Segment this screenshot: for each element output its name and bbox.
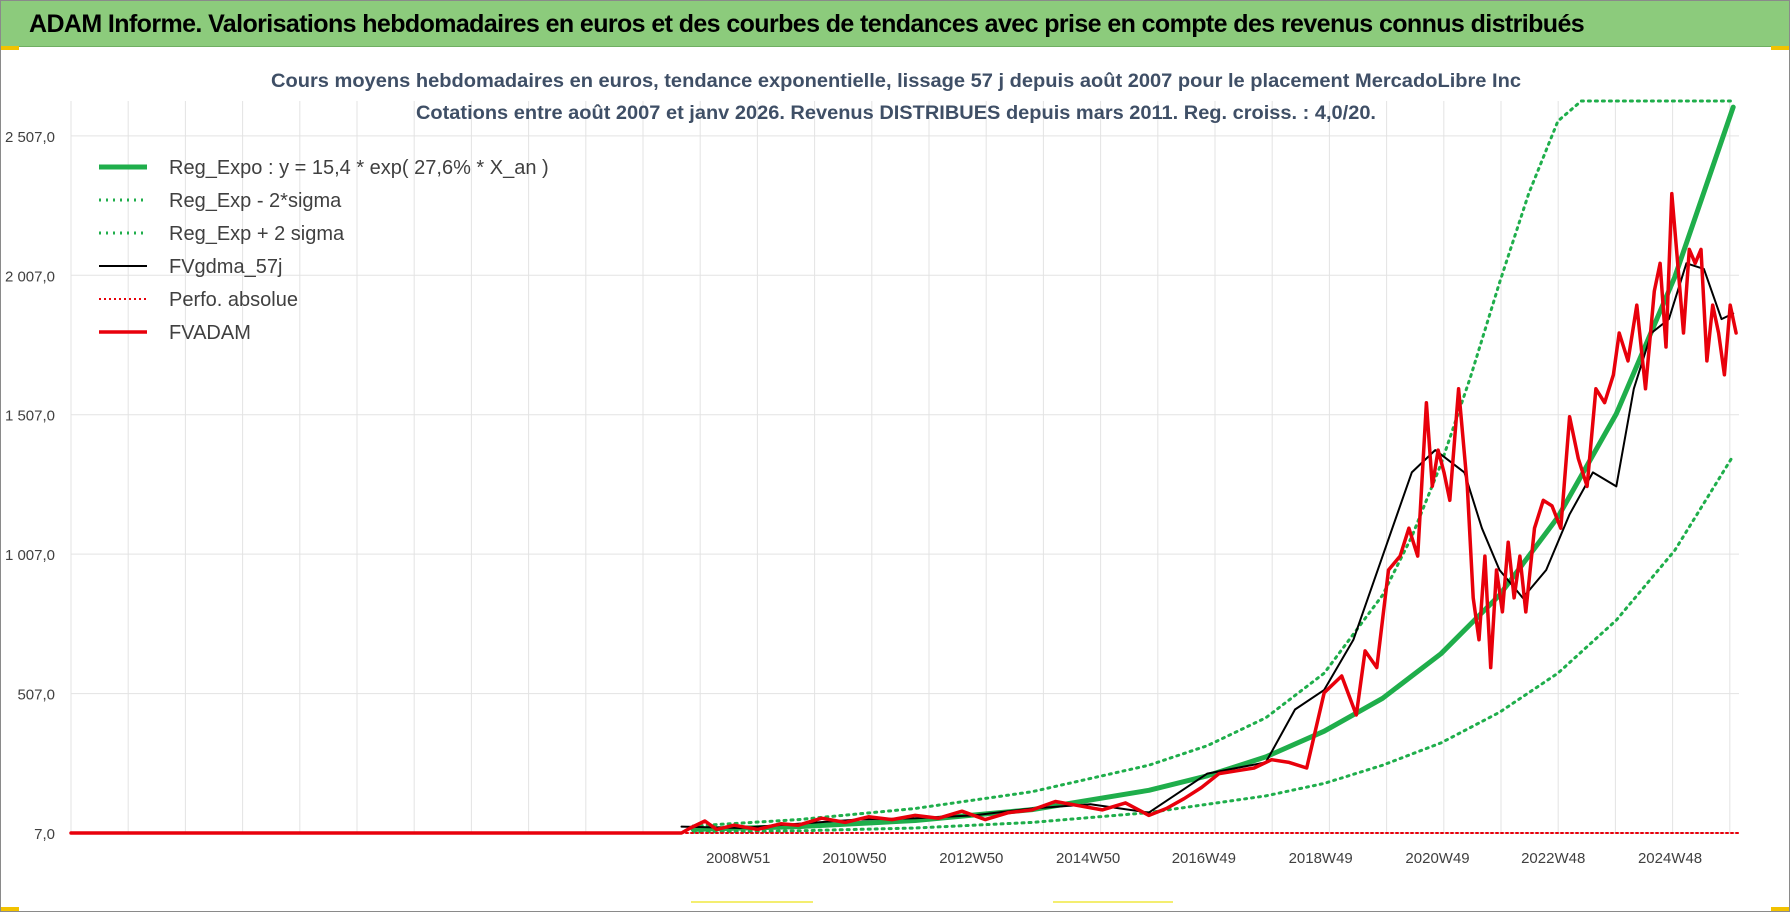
header-bar: ADAM Informe. Valorisations hebdomadaire… bbox=[1, 1, 1789, 47]
x-tick-label: 2010W50 bbox=[822, 850, 886, 867]
corner-marker-top-right bbox=[1771, 46, 1789, 50]
y-tick-label: 507,0 bbox=[17, 687, 55, 704]
x-axis: 2008W51 2010W50 2012W50 2014W50 2016W49 2018W… bbox=[71, 832, 1739, 867]
x-tick-label: 2020W49 bbox=[1405, 850, 1469, 867]
legend-label-reg-plus: Reg_Exp + 2 sigma bbox=[169, 223, 345, 245]
corner-marker-bottom-right bbox=[1771, 907, 1789, 911]
x-tick-label: 2018W49 bbox=[1289, 850, 1353, 867]
header-title: ADAM Informe. Valorisations hebdomadaire… bbox=[29, 10, 1585, 38]
series-lines bbox=[69, 99, 1740, 835]
x-tick-label: 2012W50 bbox=[939, 850, 1003, 867]
chart-title: Cours moyens hebdomadaires en euros, ten… bbox=[271, 71, 1521, 92]
corner-marker-bottom-left bbox=[1, 907, 19, 911]
series-line-reg-expo bbox=[690, 104, 1736, 832]
bottom-highlight-mark bbox=[691, 901, 813, 903]
legend-label-reg-minus: Reg_Exp - 2*sigma bbox=[169, 190, 342, 212]
x-tick-label: 2024W48 bbox=[1638, 850, 1702, 867]
series-line-reg-plus bbox=[691, 99, 1735, 828]
chart-titles: Cours moyens hebdomadaires en euros, ten… bbox=[271, 71, 1521, 124]
y-axis: 7,0 507,0 1 007,0 1 507,0 2 007,0 2 507,0 bbox=[5, 129, 55, 843]
legend-label-reg-expo: Reg_Expo : y = 15,4 * exp( 27,6% * X_an … bbox=[169, 157, 549, 179]
x-tick-label: 2016W49 bbox=[1172, 850, 1236, 867]
series-line-fvadam bbox=[69, 191, 1738, 835]
y-tick-label: 1 507,0 bbox=[5, 408, 55, 425]
y-tick-label: 2 007,0 bbox=[5, 268, 55, 285]
series-line-fvgdma bbox=[680, 262, 1735, 829]
corner-marker-top-left bbox=[1, 46, 19, 50]
gridlines bbox=[70, 101, 1739, 834]
legend-label-fvadam: FVADAM bbox=[169, 322, 251, 344]
x-tick-label: 2008W51 bbox=[706, 850, 770, 867]
x-tick-label: 2014W50 bbox=[1056, 850, 1120, 867]
x-tick-label: 2022W48 bbox=[1521, 850, 1585, 867]
legend: Reg_Expo : y = 15,4 * exp( 27,6% * X_an … bbox=[99, 157, 549, 344]
chart: 7,0 507,0 1 007,0 1 507,0 2 007,0 2 507,0 200… bbox=[5, 71, 1740, 867]
bottom-highlight-mark bbox=[1053, 901, 1173, 903]
y-tick-label: 1 007,0 bbox=[5, 547, 55, 564]
y-tick-label: 2 507,0 bbox=[5, 129, 55, 146]
chart-subtitle: Cotations entre août 2007 et janv 2026. … bbox=[416, 103, 1376, 124]
legend-label-perfo: Perfo. absolue bbox=[169, 289, 298, 311]
legend-label-fvgdma: FVgdma_57j bbox=[169, 256, 282, 278]
y-tick-label: 7,0 bbox=[34, 826, 55, 843]
series-line-reg-minus bbox=[691, 454, 1735, 834]
